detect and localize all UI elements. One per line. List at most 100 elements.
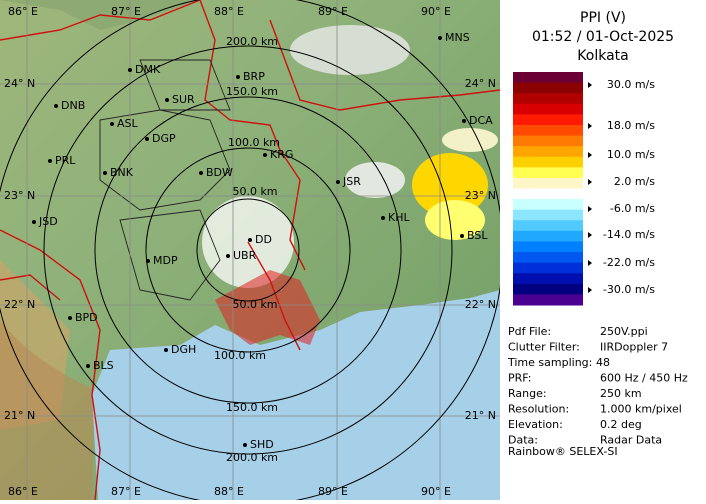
lon-label: 88° E [214, 5, 244, 18]
lon-label: 90° E [421, 485, 451, 498]
legend-swatch [513, 135, 583, 147]
borders [0, 0, 500, 500]
city-label: MNS [445, 31, 470, 44]
map-labels: 86° E 86° E 87° E 87° E 88° E 88° E 89° E 89° E… [4, 5, 496, 498]
city-dot [54, 104, 58, 108]
city-dot [248, 238, 252, 242]
legend-swatch [513, 209, 583, 221]
city-dot [68, 316, 72, 320]
legend-swatch [513, 252, 583, 264]
lat-label: 24° N [465, 77, 496, 90]
city-dot [146, 259, 150, 263]
info-value: Radar Data [600, 434, 662, 447]
legend-tick [588, 260, 592, 266]
legend-swatch [513, 103, 583, 115]
city-label: DCA [469, 114, 493, 127]
footer: Rainbow® SELEX-SI [508, 445, 618, 458]
legend-label: 30.0 m/s [607, 78, 655, 91]
lon-label: 89° E [318, 485, 348, 498]
city-label: DGH [171, 343, 196, 356]
city-dot [103, 171, 107, 175]
echo [412, 153, 488, 217]
echo [290, 25, 410, 75]
legend-swatch [513, 146, 583, 158]
legend-swatch [513, 283, 583, 295]
city-dot [128, 68, 132, 72]
lat-label: 22° N [465, 298, 496, 311]
ring-label: 150.0 km [226, 401, 278, 414]
info-key: Data: [508, 434, 538, 447]
echo [442, 128, 498, 152]
city-label: BPD [75, 311, 98, 324]
legend-swatch [513, 294, 583, 306]
legend-label: -14.0 m/s [603, 228, 655, 241]
legend-swatch [513, 72, 583, 84]
map: 86° E 86° E 87° E 87° E 88° E 88° E 89° E 89° E… [0, 0, 500, 500]
lat-label: 23° N [4, 189, 35, 202]
graticule [0, 0, 500, 500]
info-key: Clutter Filter: [508, 341, 580, 354]
lat-label: 23° N [465, 189, 496, 202]
legend-label: -22.0 m/s [603, 256, 655, 269]
legend-swatch [513, 124, 583, 137]
range-rings [0, 0, 500, 500]
legend-tick [588, 152, 592, 158]
legend-swatch [513, 167, 583, 179]
info-value: 0.2 deg [600, 418, 642, 431]
ring-label: 100.0 km [228, 136, 280, 149]
lat-label: 21° N [4, 409, 35, 422]
site: Kolkata [577, 48, 628, 64]
city-dot [462, 119, 466, 123]
ring-label: 100.0 km [214, 349, 266, 362]
city-label: MDP [153, 254, 178, 267]
city-dot [243, 443, 247, 447]
range-ring [94, 96, 402, 404]
city-dot [164, 348, 168, 352]
districts [99, 59, 231, 301]
info-key: Pdf File: [508, 325, 551, 338]
city-label: BLS [93, 359, 114, 372]
city-label: BNK [110, 166, 134, 179]
lon-label: 87° E [111, 485, 141, 498]
legend-swatch [513, 262, 583, 274]
legend-tick [588, 123, 592, 129]
lat-label: 24° N [4, 77, 35, 90]
info-value: 250V.ppi [600, 325, 648, 338]
legend-label: -6.0 m/s [610, 202, 655, 215]
legend-swatch [513, 273, 583, 285]
city-dot [226, 254, 230, 258]
legend-label: -30.0 m/s [603, 283, 655, 296]
title: PPI (V) [580, 10, 626, 26]
info-value: 600 Hz / 450 Hz [600, 372, 688, 385]
legend-swatch [513, 199, 583, 211]
city-label: KRG [270, 148, 293, 161]
city-label: PRL [55, 154, 76, 167]
legend-tick [588, 179, 592, 185]
city-label: UBR [233, 249, 257, 262]
info-table: Pdf File: 250V.ppi Clutter Filter: IIRDoppl… [507, 325, 688, 447]
echo [345, 162, 405, 198]
ring-label: 50.0 km [232, 185, 277, 198]
legend-label: 18.0 m/s [607, 119, 655, 132]
city-dot [32, 220, 36, 224]
city-dot [48, 159, 52, 163]
echo [215, 270, 320, 345]
lat-label: 22° N [4, 298, 35, 311]
city-dot [165, 98, 169, 102]
city-dot [438, 36, 442, 40]
color-legend: 30.0 m/s 18.0 m/s 10.0 m/s 2.0 m/s -6.0 m/s -… [513, 72, 655, 306]
city-label: KHL [388, 211, 410, 224]
city-label: SUR [172, 93, 195, 106]
lon-label: 89° E [318, 5, 348, 18]
city-label: JSD [38, 215, 58, 228]
lon-label: 90° E [421, 5, 451, 18]
lon-label: 86° E [8, 485, 38, 498]
ring-label: 200.0 km [226, 35, 278, 48]
city-dot [86, 364, 90, 368]
legend-tick [588, 206, 592, 212]
city-dot [381, 216, 385, 220]
legend-swatch [513, 156, 583, 168]
lat-label: 21° N [465, 409, 496, 422]
legend-label: 2.0 m/s [614, 175, 655, 188]
